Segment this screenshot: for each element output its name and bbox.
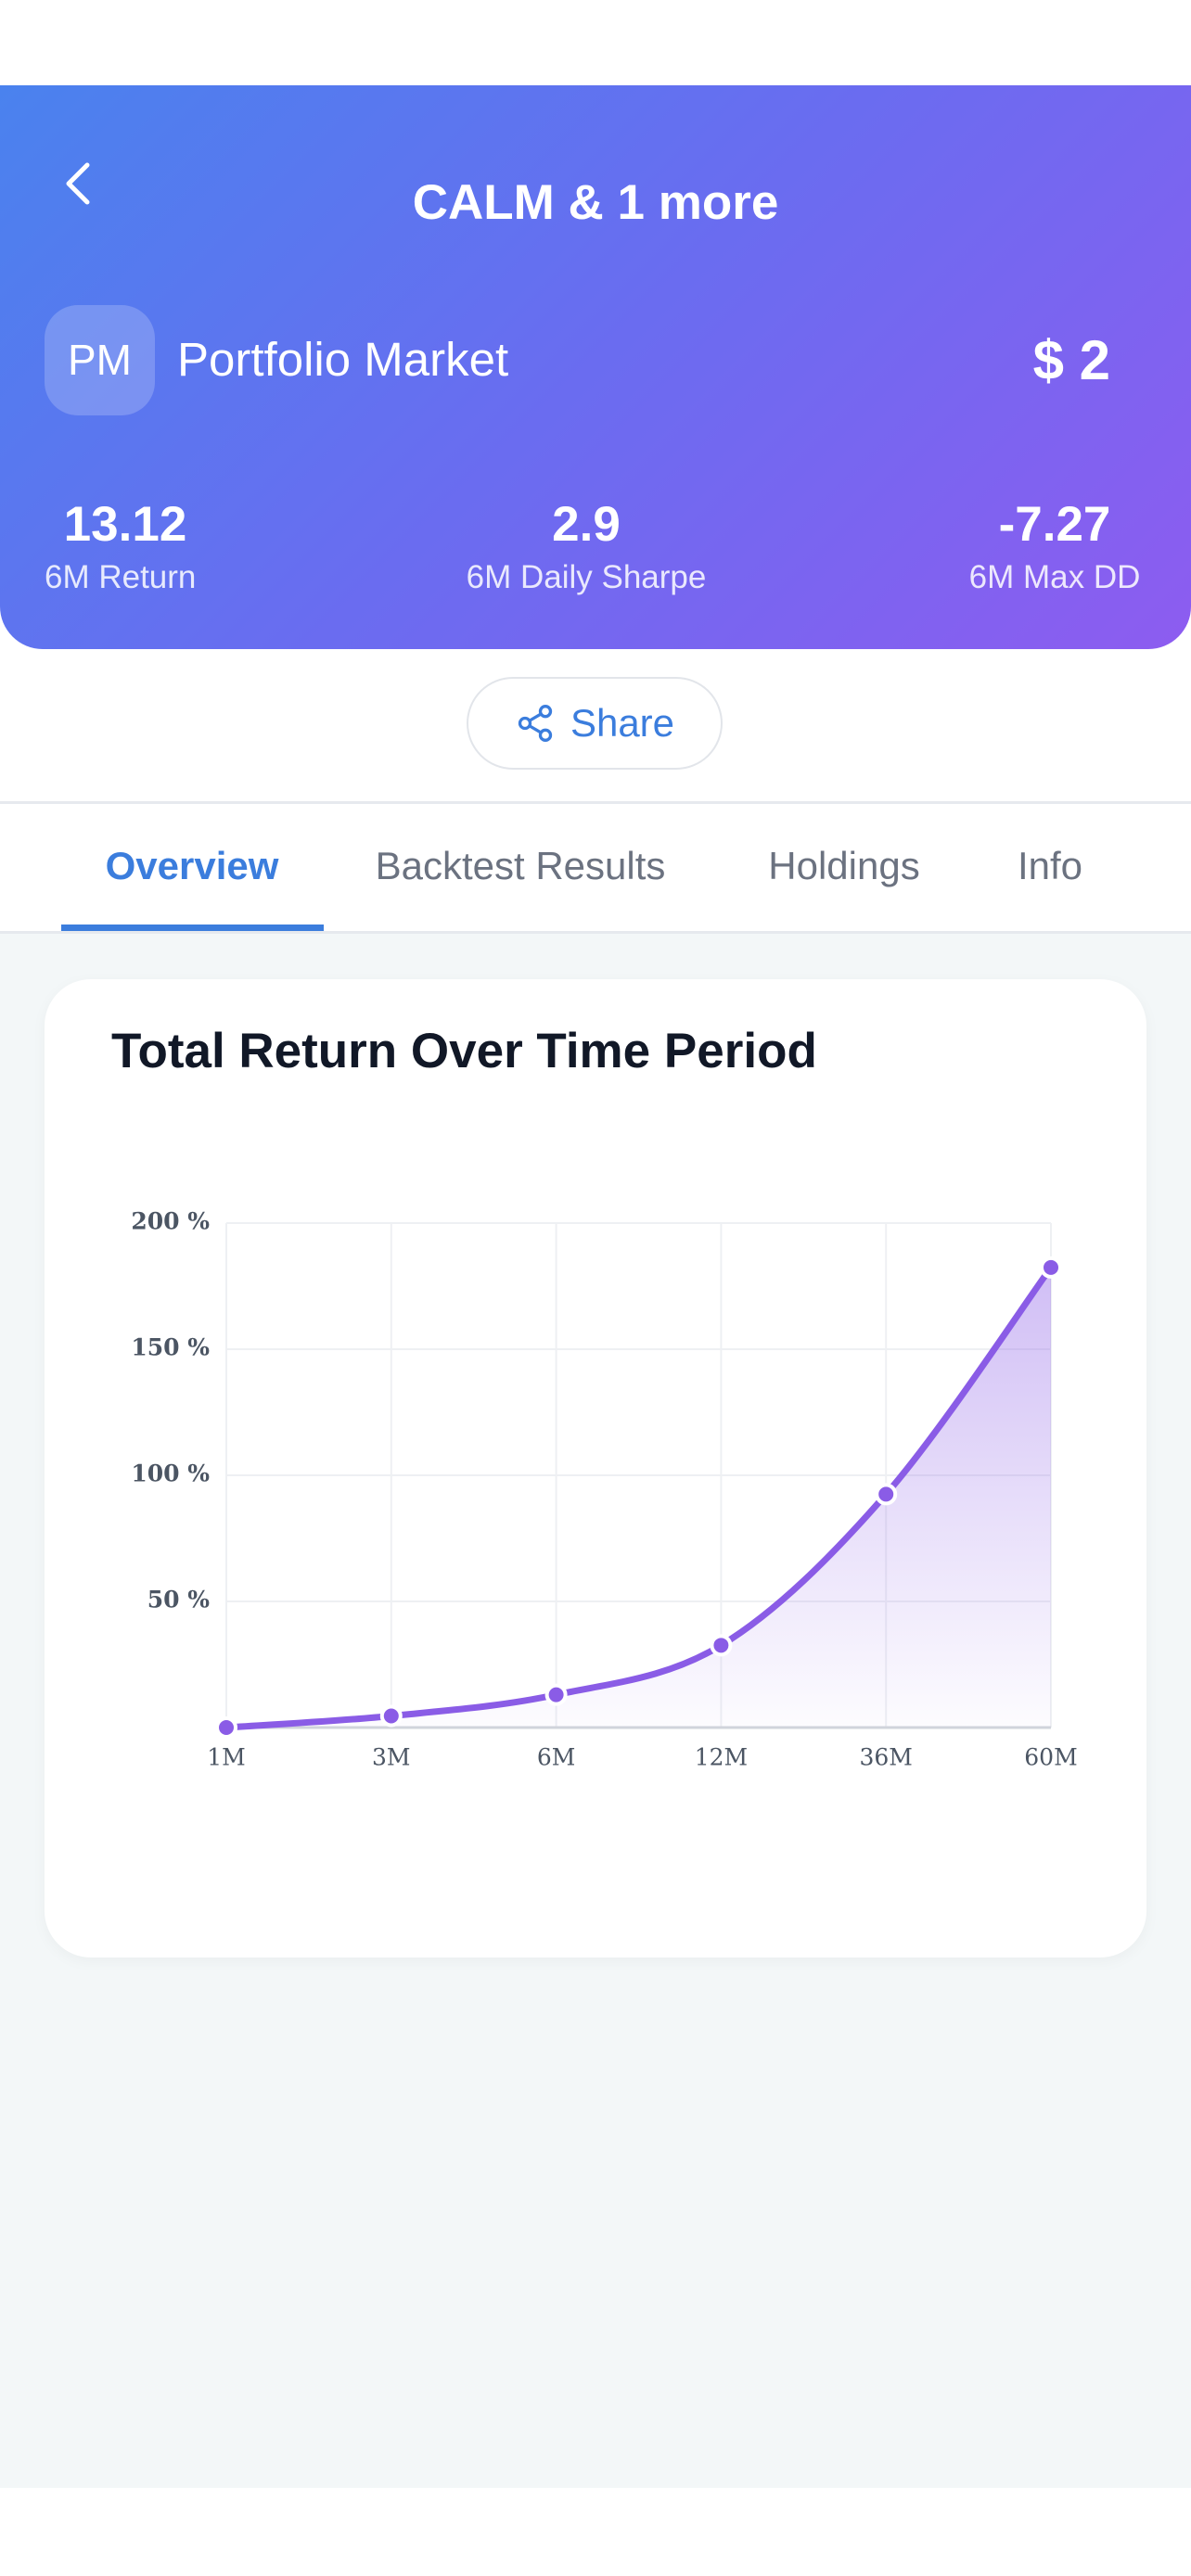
x-tick-label: 6M [537,1744,576,1771]
chart: 50 % 100 % 150 % 200 % 1M 3M 6M 12M 36M 60M [131,1208,1077,1771]
x-tick-label: 3M [372,1744,411,1771]
tab[interactable]: Overview [105,844,279,887]
header [0,85,1191,649]
price: $ 2 [1032,329,1110,391]
title: CALM & 1 more [412,175,779,230]
point [544,1683,568,1706]
stat-label: 6M Daily Sharpe [466,559,707,595]
portfolio-name: Portfolio Market [177,333,509,386]
back-button[interactable] [56,158,102,210]
share-icon [518,705,553,742]
divider [0,801,1191,804]
share-button[interactable]: Share [467,677,723,770]
point [1040,1256,1062,1279]
share-label: Share [570,701,675,745]
tab-underline [61,925,324,931]
chart-title: Total Return Over Time Period [111,1024,817,1078]
tab[interactable]: Holdings [768,844,920,887]
stat-value: 13.12 [63,497,187,552]
point [379,1704,403,1728]
stat-value: 2.9 [552,497,621,552]
x-tick-label: 1M [207,1744,246,1771]
y-tick-label: 150 % [131,1334,210,1361]
stat-label: 6M Return [45,559,197,595]
y-tick-label: 100 % [131,1460,210,1487]
stat: -7.27 6M Max DD [869,496,1191,596]
point [710,1634,733,1657]
point [215,1716,237,1739]
area [226,1267,1051,1728]
point [875,1483,898,1506]
stat: 13.12 6M Return [0,496,311,596]
tab-border [0,931,1191,934]
y-tick-label: 200 % [131,1208,210,1235]
y-tick-label: 50 % [147,1587,210,1613]
tab[interactable]: Backtest Results [375,844,666,887]
stat: 2.9 6M Daily Sharpe [401,496,772,596]
stat-value: -7.27 [998,497,1111,552]
x-tick-label: 60M [1024,1744,1077,1771]
stat-label: 6M Max DD [968,559,1141,595]
avatar: PM [45,305,155,415]
x-tick-label: 36M [859,1744,912,1771]
tab[interactable]: Info [1017,844,1083,887]
x-tick-label: 12M [695,1744,748,1771]
